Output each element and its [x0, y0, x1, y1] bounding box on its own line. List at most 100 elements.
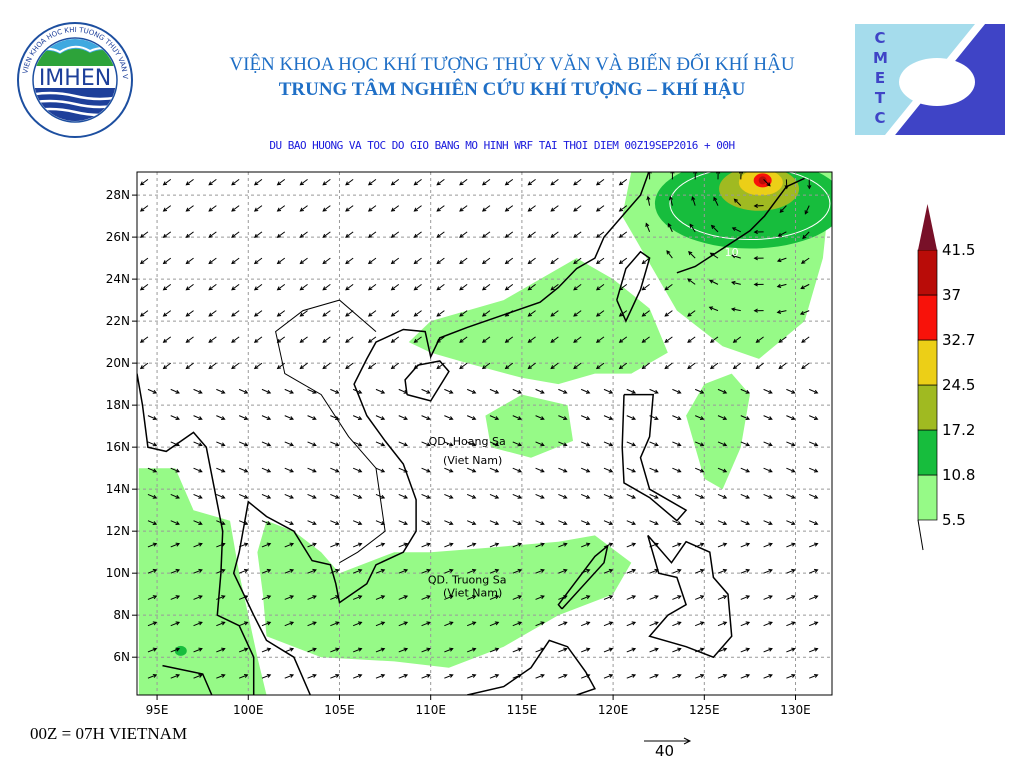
wind-arrow [740, 493, 751, 499]
wind-arrow [626, 467, 637, 473]
wind-arrow [512, 520, 523, 526]
wind-arrow [261, 673, 272, 679]
wind-arrow [216, 441, 226, 447]
wind-arrow [253, 178, 263, 186]
wind-arrow [558, 388, 568, 394]
wind-arrow [753, 203, 764, 208]
wind-arrow [641, 283, 650, 291]
wind-arrow [253, 231, 263, 238]
wind-arrow [649, 621, 659, 627]
wind-arrow [208, 283, 217, 291]
wind-arrow [299, 178, 308, 186]
wind-arrow [649, 415, 659, 421]
wind-arrow [390, 178, 400, 186]
wind-arrow [162, 283, 172, 291]
wind-arrow [276, 310, 286, 317]
wind-arrow [664, 336, 673, 343]
wind-arrow [367, 205, 377, 212]
wind-arrow [512, 415, 523, 421]
wind-arrow [580, 595, 591, 600]
wind-arrow [512, 595, 523, 600]
wind-speed-area [686, 373, 750, 490]
wind-arrow [352, 673, 363, 679]
wind-arrow [421, 520, 431, 526]
wind-arrow [512, 388, 523, 394]
wind-arrow [786, 647, 796, 653]
wind-arrow [763, 542, 773, 548]
wind-arrow [740, 621, 751, 627]
wind-arrow [763, 568, 773, 574]
wind-arrow [626, 493, 637, 499]
wind-arrow [352, 415, 363, 421]
wind-arrow [345, 231, 354, 238]
wind-arrow [809, 568, 819, 574]
wind-arrow [261, 621, 272, 627]
wind-arrow [330, 621, 340, 627]
wind-arrow [398, 493, 408, 499]
wind-arrow [390, 231, 400, 238]
wind-arrow [147, 388, 158, 394]
wind-speed-area [138, 468, 267, 695]
wind-arrow [284, 493, 294, 499]
wind-arrow [147, 621, 158, 627]
wind-arrow [809, 647, 819, 653]
wind-arrow [299, 231, 308, 238]
wind-arrow [504, 283, 514, 291]
wind-arrow [367, 362, 377, 370]
wind-arrow [330, 520, 340, 526]
wind-arrow [413, 283, 422, 291]
wind-arrow [489, 388, 500, 394]
wind-arrow [776, 257, 787, 263]
wind-arrow [550, 178, 559, 186]
wind-arrow [641, 336, 650, 343]
wind-arrow [595, 336, 605, 343]
wind-arrow [162, 231, 172, 238]
wind-arrow [238, 542, 249, 548]
island-label: (Viet Nam) [443, 586, 502, 599]
wind-arrow [231, 283, 240, 291]
island-label: (Viet Nam) [443, 454, 502, 467]
wind-arrow [550, 283, 559, 291]
wind-arrow [444, 467, 454, 473]
wind-arrow [618, 257, 628, 265]
wind-arrow [345, 257, 354, 265]
wind-arrow [375, 647, 386, 653]
wind-arrow [170, 493, 180, 499]
wind-arrow [504, 310, 514, 317]
wind-arrow [170, 520, 180, 526]
wind-arrow [253, 362, 263, 370]
wind-arrow [444, 621, 454, 627]
wind-arrow [717, 388, 728, 394]
wind-arrow [595, 178, 605, 186]
wind-arrow [162, 336, 172, 343]
wind-arrow [261, 568, 272, 574]
wind-arrow [413, 310, 422, 317]
wind-arrow [398, 621, 409, 627]
wind-arrow [238, 467, 249, 473]
wind-arrow [786, 441, 796, 447]
y-tick-label: 22N [106, 314, 130, 328]
wind-arrow [444, 441, 454, 447]
legend-swatch [917, 474, 938, 521]
wind-arrow [352, 568, 363, 574]
wind-arrow [162, 257, 172, 265]
wind-arrow [170, 568, 181, 574]
wind-arrow [444, 493, 454, 499]
wind-arrow [299, 310, 308, 317]
wind-arrow [307, 415, 317, 421]
wind-arrow [398, 542, 409, 548]
wind-arrow [717, 542, 728, 548]
wind-arrow [307, 621, 317, 627]
wind-arrow [276, 231, 286, 238]
legend-level-label: 24.5 [942, 376, 975, 394]
wind-arrow [139, 336, 149, 343]
wind-arrow [646, 195, 651, 206]
wind-arrow [535, 415, 545, 421]
wind-arrow [580, 415, 591, 421]
wind-arrow [390, 310, 400, 317]
wind-arrow [185, 231, 194, 238]
wind-arrow [307, 467, 317, 473]
wind-arrow [436, 336, 445, 343]
wind-arrow [809, 542, 819, 548]
wind-arrow [307, 493, 317, 499]
